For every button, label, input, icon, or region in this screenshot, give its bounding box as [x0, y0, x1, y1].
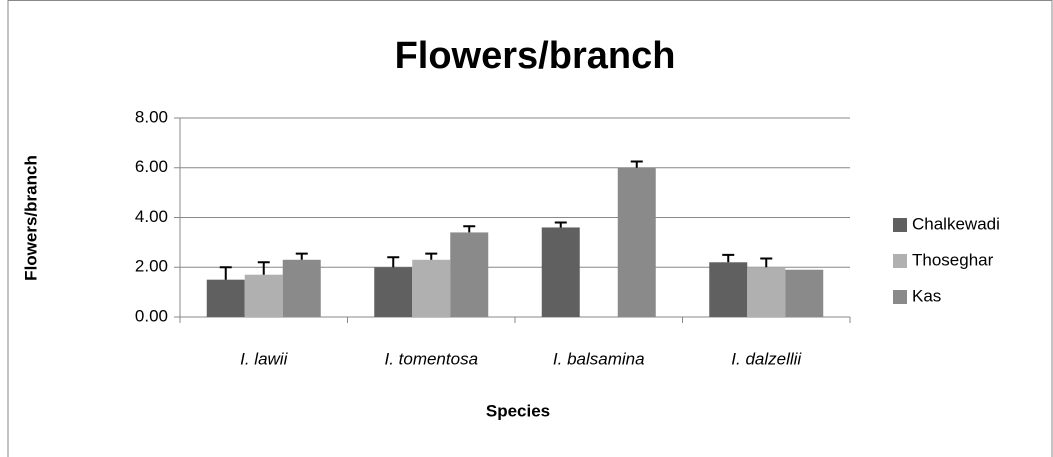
bar: [412, 259, 451, 317]
bar: [709, 262, 748, 317]
bar: [541, 227, 580, 317]
legend-label: Kas: [912, 286, 941, 305]
legend-swatch: [893, 218, 907, 232]
y-tick-label: 4.00: [135, 207, 168, 226]
legend-label: Thoseghar: [912, 250, 994, 269]
bar: [450, 232, 489, 317]
error-bar: [295, 252, 308, 260]
x-tick-label: I. dalzellii: [731, 349, 802, 368]
x-tick-label: I. tomentosa: [384, 349, 478, 368]
y-axis-title: Flowers/branch: [21, 155, 40, 281]
error-bar: [760, 257, 773, 268]
x-tick-label: I. lawii: [240, 349, 288, 368]
bar: [244, 274, 283, 317]
legend-label: Chalkewadi: [912, 214, 1000, 233]
error-bar: [463, 225, 476, 233]
y-tick-label: 2.00: [135, 257, 168, 276]
bar: [747, 267, 786, 317]
bar: [374, 267, 413, 317]
bar: [206, 279, 245, 317]
error-bar: [219, 266, 232, 280]
legend-swatch: [893, 254, 907, 268]
chart-frame: [7, 0, 1053, 457]
x-axis-title: Species: [486, 401, 550, 420]
error-bar: [425, 252, 438, 260]
x-tick-label: I. balsamina: [553, 349, 645, 368]
bar: [785, 269, 824, 317]
error-bar: [630, 160, 643, 168]
y-tick-label: 8.00: [135, 107, 168, 126]
error-bar: [257, 261, 270, 275]
y-tick-label: 0.00: [135, 306, 168, 325]
bar: [282, 259, 321, 317]
error-bar: [554, 221, 567, 228]
legend-swatch: [893, 290, 907, 304]
error-bar: [387, 256, 400, 268]
y-tick-label: 6.00: [135, 157, 168, 176]
error-bar: [722, 253, 735, 263]
bar: [617, 167, 656, 317]
chart-title: Flowers/branch: [395, 35, 676, 77]
